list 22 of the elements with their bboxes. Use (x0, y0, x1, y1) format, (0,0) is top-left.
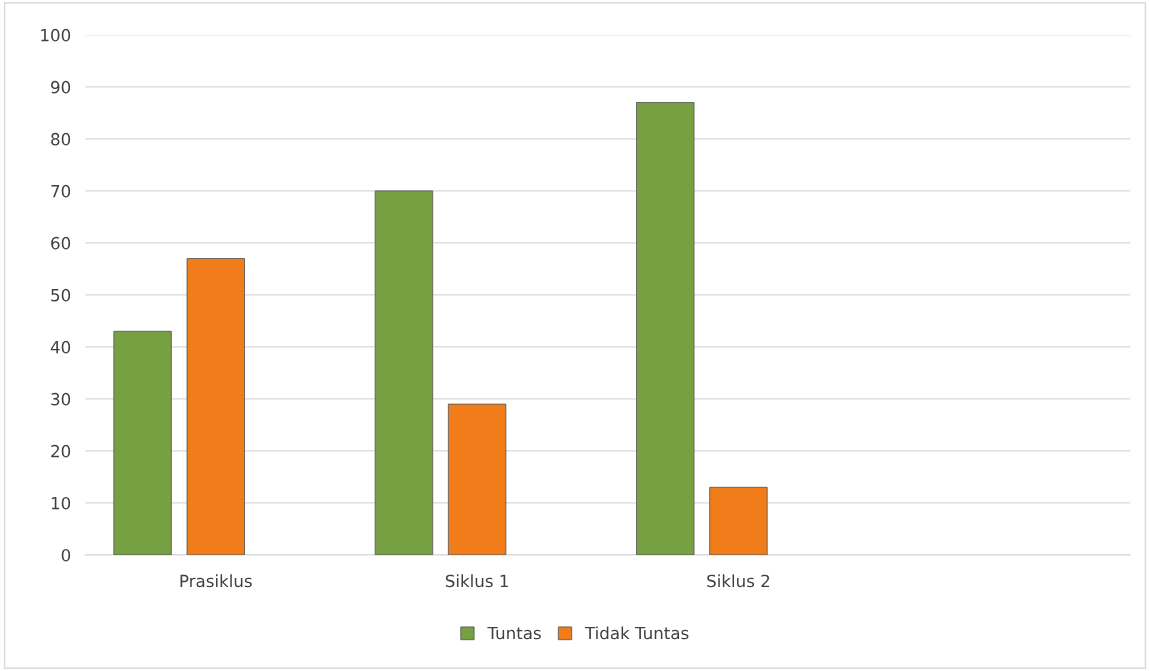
bar (374, 190, 434, 555)
bar (113, 330, 172, 555)
x-tick-label: Prasiklus (180, 574, 252, 588)
bar (636, 102, 695, 555)
y-tick-label: 60 (51, 236, 71, 250)
y-tick-label: 90 (51, 80, 71, 94)
x-tick-label: Siklus 1 (445, 574, 508, 588)
x-tick-label: Siklus 2 (707, 574, 770, 588)
y-tick-label: 100 (41, 28, 71, 42)
y-tick-label: 80 (51, 132, 71, 146)
legend-label: Tuntas (487, 626, 541, 640)
y-tick-label: 10 (51, 496, 71, 510)
bar (447, 403, 507, 555)
y-tick-label: 50 (51, 288, 71, 302)
y-tick-label: 30 (51, 392, 71, 406)
bar (186, 258, 245, 555)
y-tick-label: 70 (51, 184, 71, 198)
y-tick-label: 40 (50, 340, 71, 354)
y-tick-label: 0 (61, 548, 71, 562)
y-tick-label: 20 (51, 444, 71, 458)
bar (709, 486, 768, 555)
legend-label: Tidak Tuntas (584, 626, 689, 640)
